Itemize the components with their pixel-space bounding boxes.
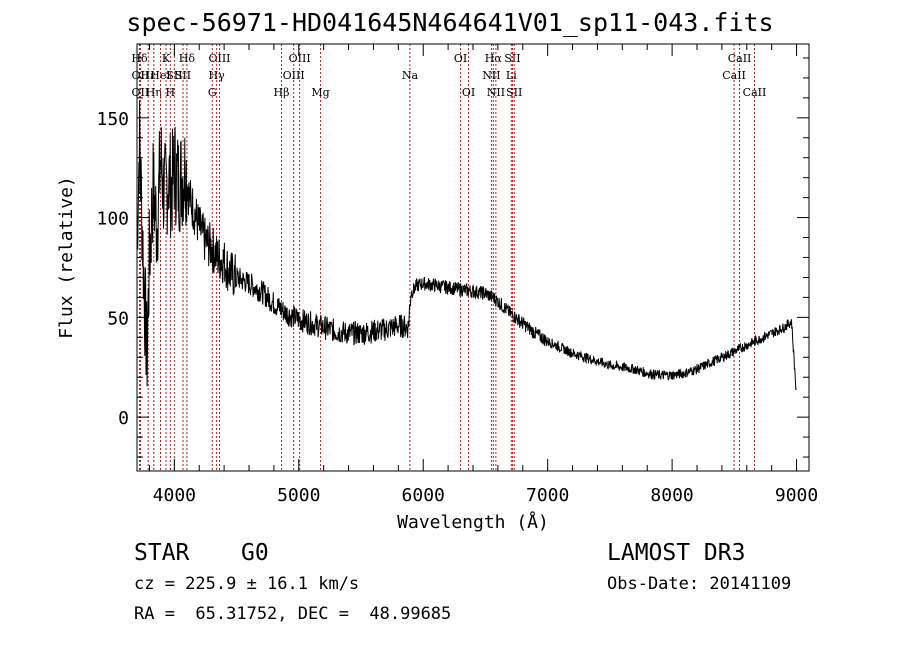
spectral-line-label: OI (462, 86, 475, 99)
spectral-line-label: OII (132, 69, 150, 82)
axis-ticks: 4000 5000 6000 7000 8000 9000 0 50 100 150 (96, 44, 818, 506)
redshift-cz: cz = 225.9 ± 16.1 km/s (134, 574, 360, 594)
spectral-line-label: Mg (311, 86, 329, 99)
spectral-line-label: NII (487, 86, 505, 99)
chart-title: spec-56971-HD041645N464641V01_sp11-043.f… (126, 8, 774, 37)
x-tick-label: 6000 (402, 485, 445, 506)
y-axis-label: Flux (relative) (56, 176, 77, 339)
spectral-line-label: SII (175, 69, 191, 82)
obs-date: Obs-Date: 20141109 (607, 574, 792, 594)
spectral-line-label: Hβ (274, 86, 290, 99)
spectral-line-label: Hα (485, 52, 503, 65)
coordinates: RA = 65.31752, DEC = 48.99685 (134, 604, 452, 624)
x-axis-label: Wavelength (Å) (397, 511, 549, 533)
spectrum-series (136, 100, 797, 391)
spectral-line-label: OII (132, 86, 150, 99)
spectral-line-label: K (162, 52, 171, 65)
subclass: G0 (241, 540, 269, 566)
survey-name: LAMOST DR3 (607, 540, 746, 566)
spectral-line-label: OIII (208, 52, 230, 65)
y-tick-label: 100 (96, 209, 129, 230)
spectrum-line (136, 100, 797, 391)
spectral-line-label: Na (402, 69, 419, 82)
object-class: STAR (134, 540, 190, 566)
spectral-line-label: OIII (283, 69, 305, 82)
y-tick-label: 150 (96, 109, 129, 130)
spectral-line-label: NII (482, 69, 500, 82)
spectral-line-label: OI (454, 52, 467, 65)
spectral-line-label: SII (506, 86, 522, 99)
y-tick-label: 50 (107, 308, 129, 329)
spectral-line-label: Li (506, 69, 517, 82)
spectral-line-label: CaII (728, 52, 752, 65)
spectral-line-label: Hδ (179, 52, 196, 65)
spectral-line-label: CaII (722, 69, 746, 82)
plot-frame (136, 43, 810, 472)
spectral-line-label: Hδ (131, 52, 148, 65)
x-tick-label: 5000 (277, 485, 320, 506)
spectral-line-label: SII (504, 52, 520, 65)
spectral-line-label: H (166, 86, 176, 99)
spectral-line-label: Hγ (209, 69, 226, 82)
spectral-line-label: Hε (141, 69, 157, 82)
spectral-line-label: Hη (146, 86, 162, 99)
x-tick-label: 8000 (650, 485, 693, 506)
spectral-line-label: G (208, 86, 217, 99)
y-tick-label: 0 (118, 408, 129, 429)
x-tick-label: 7000 (526, 485, 569, 506)
spectral-line-label: HeI (150, 69, 170, 82)
spectral-line-label: OIII (289, 52, 311, 65)
spectral-line-label: CaII (743, 86, 767, 99)
x-tick-label: 9000 (775, 485, 818, 506)
x-tick-label: 4000 (153, 485, 196, 506)
